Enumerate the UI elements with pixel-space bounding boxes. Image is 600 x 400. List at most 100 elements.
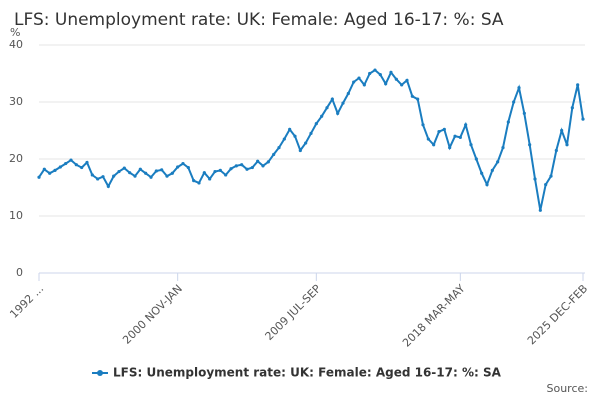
- point: [133, 174, 137, 178]
- legend-marker: [97, 370, 103, 376]
- point: [426, 137, 430, 141]
- point: [154, 169, 158, 173]
- point: [42, 167, 46, 171]
- point: [266, 160, 270, 164]
- point: [570, 106, 574, 110]
- point: [400, 83, 404, 87]
- series-line: [38, 68, 584, 211]
- point: [298, 148, 302, 153]
- point: [357, 76, 361, 80]
- point: [501, 146, 505, 150]
- point: [218, 168, 222, 172]
- point: [549, 174, 553, 178]
- point: [432, 143, 436, 147]
- point: [213, 169, 217, 174]
- point: [309, 131, 313, 135]
- point: [224, 173, 228, 177]
- x-tick-label: 2009 JUL-SEP: [263, 282, 324, 343]
- point: [330, 97, 334, 101]
- point: [384, 82, 388, 86]
- source: Source:: [547, 382, 589, 395]
- point: [192, 179, 196, 183]
- point: [197, 181, 201, 185]
- point: [48, 171, 52, 175]
- y-tick-label: 0: [16, 266, 23, 279]
- point: [64, 161, 68, 166]
- point: [240, 163, 244, 167]
- point: [453, 134, 457, 138]
- point: [512, 100, 516, 104]
- point: [576, 83, 580, 87]
- point: [538, 208, 542, 212]
- point: [234, 164, 238, 168]
- point: [80, 165, 84, 170]
- point: [373, 68, 377, 72]
- point: [442, 127, 446, 131]
- point: [341, 101, 345, 105]
- point: [144, 171, 148, 175]
- point: [416, 97, 420, 101]
- point: [69, 158, 73, 162]
- point: [138, 167, 142, 171]
- point: [346, 91, 350, 96]
- point: [325, 106, 329, 110]
- point: [160, 168, 164, 172]
- point: [437, 130, 441, 134]
- point: [58, 165, 62, 169]
- point: [490, 168, 494, 172]
- point: [293, 134, 297, 138]
- point: [277, 146, 281, 150]
- point: [112, 174, 116, 178]
- point: [304, 141, 308, 145]
- point: [474, 157, 478, 161]
- x-tick-label: 2000 NOV-JAN: [120, 282, 185, 347]
- point: [378, 73, 382, 77]
- point: [506, 120, 510, 124]
- point: [250, 165, 254, 170]
- point: [117, 169, 121, 174]
- point: [122, 166, 126, 170]
- point: [181, 161, 185, 166]
- point: [565, 143, 569, 147]
- point: [202, 171, 206, 175]
- y-axis-label: %: [10, 26, 20, 39]
- point: [96, 177, 100, 181]
- chart-title: LFS: Unemployment rate: UK: Female: Aged…: [14, 10, 504, 30]
- point: [106, 184, 110, 188]
- point: [458, 135, 462, 139]
- point: [480, 171, 484, 175]
- point: [362, 83, 366, 87]
- point: [352, 80, 356, 84]
- point: [581, 117, 585, 121]
- x-tick-label: 2025 DEC-FEB: [525, 282, 590, 347]
- point: [149, 175, 153, 179]
- point: [85, 160, 89, 165]
- point: [389, 70, 393, 74]
- point: [405, 78, 409, 82]
- point: [128, 171, 132, 175]
- point: [245, 167, 249, 171]
- point: [554, 148, 558, 153]
- point: [485, 183, 489, 187]
- point: [522, 111, 526, 115]
- point: [528, 143, 532, 147]
- point: [496, 160, 500, 164]
- point: [229, 167, 233, 171]
- point: [53, 168, 57, 172]
- y-tick-label: 20: [9, 152, 23, 165]
- point: [517, 86, 521, 90]
- x-tick-label: 1992 ...: [7, 282, 46, 321]
- legend-label: LFS: Unemployment rate: UK: Female: Aged…: [113, 366, 502, 380]
- point: [272, 152, 276, 157]
- y-tick-label: 40: [9, 38, 23, 51]
- point: [560, 128, 564, 133]
- point: [256, 159, 260, 163]
- point: [336, 111, 340, 115]
- point: [394, 77, 398, 81]
- point: [320, 114, 324, 118]
- point: [261, 164, 265, 168]
- point: [176, 165, 180, 169]
- point: [74, 163, 78, 167]
- point: [314, 122, 318, 126]
- point: [288, 127, 292, 131]
